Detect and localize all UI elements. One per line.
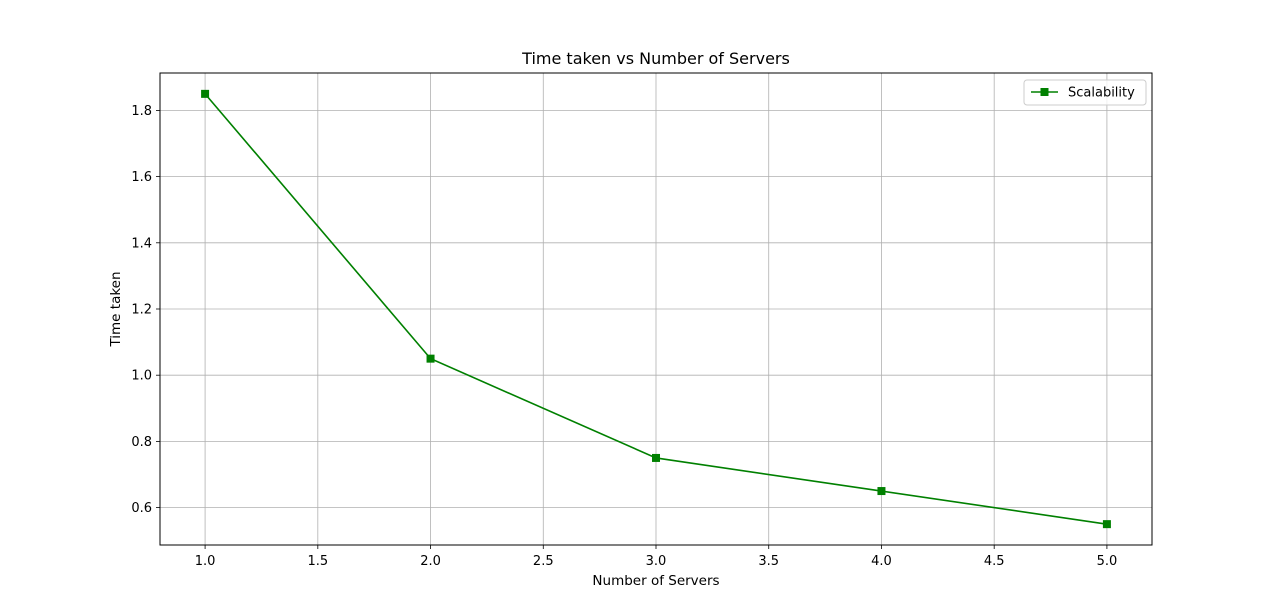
x-tick-label: 4.0: [871, 554, 892, 569]
x-tick-label: 2.5: [533, 554, 554, 569]
y-tick-label: 1.0: [131, 369, 152, 384]
series-layer: [201, 89, 1111, 529]
x-axis-label: Number of Servers: [592, 573, 719, 589]
x-tick-label: 2.0: [420, 554, 441, 569]
chart-title: Time taken vs Number of Servers: [521, 49, 790, 68]
grid: [160, 73, 1152, 545]
ticks: 1.0 1.5 2.0 2.5 3.0 3.5 4.0 4.5 5.0 0.6 0.8 1.0 1.2 1…: [131, 104, 1117, 569]
data-point-marker: [1102, 520, 1111, 529]
x-tick-label: 1.5: [307, 554, 328, 569]
y-tick-label: 1.6: [131, 170, 152, 185]
y-tick-label: 1.4: [131, 236, 152, 251]
x-tick-label: 1.0: [195, 554, 216, 569]
x-tick-label: 3.5: [758, 554, 779, 569]
data-point-marker: [201, 89, 210, 98]
y-tick-label: 1.2: [131, 303, 152, 318]
data-point-marker: [652, 453, 660, 462]
legend-marker-swatch: [1040, 88, 1049, 96]
y-axis-label: Time taken: [108, 271, 124, 347]
data-point-marker: [877, 487, 886, 496]
y-tick-label: 0.6: [131, 501, 152, 516]
x-tick-label: 3.0: [646, 554, 667, 569]
legend: Scalability: [1023, 79, 1147, 106]
y-tick-label: 0.8: [131, 435, 152, 450]
x-tick-label: 5.0: [1097, 554, 1118, 569]
x-tick-label: 4.5: [984, 554, 1005, 569]
legend-label: Scalability: [1068, 86, 1135, 101]
data-point-marker: [426, 354, 435, 363]
y-tick-label: 1.8: [131, 104, 152, 119]
legend-box: [1023, 79, 1147, 106]
